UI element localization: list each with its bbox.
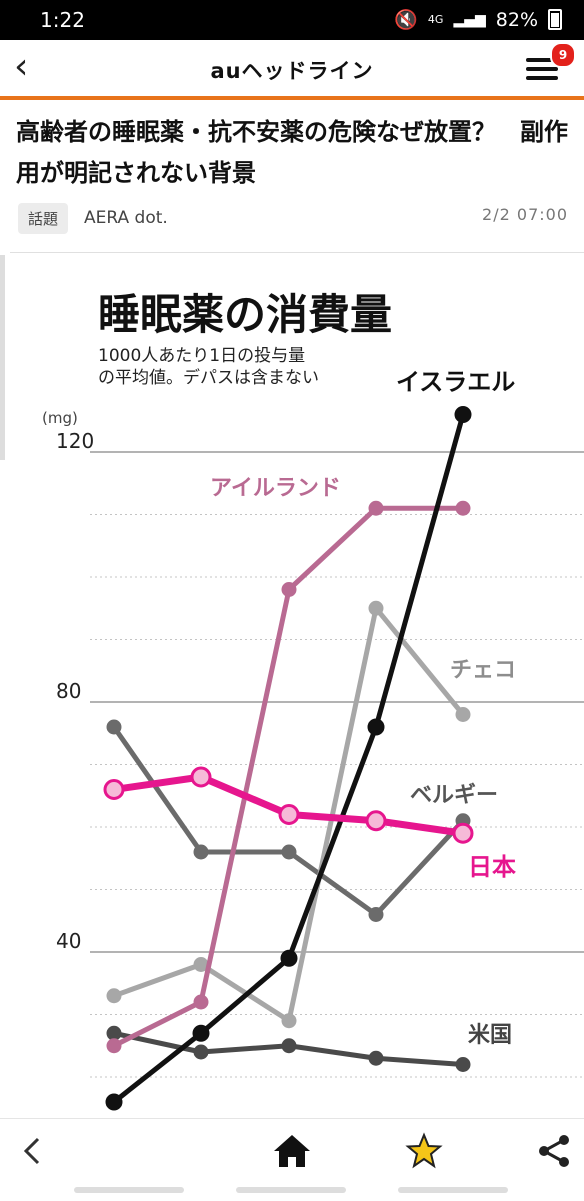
- data-point-japan: [452, 822, 474, 844]
- hamburger-icon: [526, 58, 558, 62]
- signal-icon: ▂▄▆: [453, 11, 486, 28]
- data-point-israel: [454, 406, 472, 423]
- data-point-ireland: [281, 582, 297, 597]
- chevron-left-icon[interactable]: [14, 1131, 54, 1171]
- series-line-israel: [112, 413, 466, 1104]
- data-point-usa: [455, 1057, 471, 1072]
- y-tick-label: 120: [56, 429, 94, 453]
- data-point-israel: [367, 718, 385, 736]
- y-tick-labels: 120 80 40: [56, 429, 94, 953]
- data-point-israel: [192, 1024, 210, 1042]
- data-point-usa: [193, 1044, 209, 1060]
- data-point-japan: [365, 810, 387, 832]
- chart-grid: [90, 451, 584, 1078]
- app-header: ‹ auヘッドライン 9: [0, 40, 584, 98]
- series-label-belgium: ベルギー: [410, 783, 498, 808]
- back-chevron-icon[interactable]: ‹: [14, 46, 29, 87]
- data-point-usa: [281, 1038, 297, 1054]
- article-meta: 話題 AERA dot. 2/2 07:00: [18, 201, 568, 235]
- article-date: 2/2 07:00: [482, 205, 568, 224]
- chart-subtitle-2: の平均値。デパスは含まない: [98, 367, 319, 388]
- y-axis-unit: (mg): [42, 409, 78, 427]
- network-indicator: 4G: [427, 13, 444, 26]
- data-point-ireland: [193, 994, 209, 1010]
- chart-series: [103, 406, 474, 1111]
- battery-level: 82%: [495, 8, 538, 31]
- data-point-ireland: [106, 1038, 122, 1054]
- series-label-japan: 日本: [468, 853, 516, 881]
- app-logo: auヘッドライン: [210, 59, 374, 83]
- header-accent-line: [0, 96, 584, 100]
- series-label-israel: イスラエル: [396, 368, 515, 396]
- series-label-usa: 米国: [468, 1023, 512, 1048]
- data-point-belgium: [281, 844, 297, 860]
- data-point-czech: [106, 988, 122, 1004]
- status-bar: 1:22 🔇 4G ▂▄▆ 82%: [0, 0, 584, 40]
- data-point-usa: [368, 1050, 384, 1066]
- data-point-ireland: [455, 500, 471, 516]
- category-tag[interactable]: 話題: [18, 203, 69, 234]
- data-point-usa: [106, 1025, 122, 1041]
- mute-icon: 🔇: [394, 9, 418, 31]
- home-icon[interactable]: [272, 1131, 312, 1171]
- star-icon[interactable]: [404, 1131, 444, 1171]
- share-icon[interactable]: [534, 1131, 574, 1171]
- line-chart: 睡眠薬の消費量 1000人あたり1日の投与量 の平均値。デパスは含まない (mg…: [42, 290, 584, 1111]
- series-label-ireland: アイルランド: [210, 476, 341, 501]
- data-point-israel: [280, 949, 298, 967]
- data-point-belgium: [193, 844, 209, 860]
- bottom-navigation: [0, 1118, 584, 1201]
- article-title: 高齢者の睡眠薬・抗不安薬の危険なぜ放置？ 副作用が明記されない背景: [16, 118, 568, 187]
- article-source[interactable]: AERA dot.: [84, 208, 168, 228]
- chart-title: 睡眠薬の消費量: [98, 290, 392, 339]
- data-point-japan: [103, 779, 125, 800]
- battery-icon: [548, 9, 562, 30]
- notification-badge: 9: [550, 42, 576, 68]
- data-point-israel: [105, 1093, 123, 1111]
- menu-button[interactable]: 9: [526, 42, 576, 84]
- article-chart-image: 睡眠薬の消費量 1000人あたり1日の投与量 の平均値。デパスは含まない (mg…: [10, 252, 584, 1119]
- data-point-czech: [368, 600, 384, 616]
- series-label-czech: チェコ: [450, 658, 516, 683]
- y-tick-label: 80: [56, 679, 81, 703]
- data-point-czech: [455, 707, 471, 722]
- data-point-czech: [281, 1013, 297, 1029]
- scroll-edge: [0, 255, 5, 460]
- chart-subtitle-1: 1000人あたり1日の投与量: [98, 346, 305, 366]
- data-point-japan: [278, 804, 300, 825]
- data-point-belgium: [106, 719, 122, 735]
- status-time: 1:22: [40, 8, 85, 32]
- data-point-ireland: [368, 500, 384, 516]
- y-tick-label: 40: [56, 929, 81, 953]
- data-point-belgium: [368, 907, 384, 922]
- data-point-japan: [190, 766, 212, 788]
